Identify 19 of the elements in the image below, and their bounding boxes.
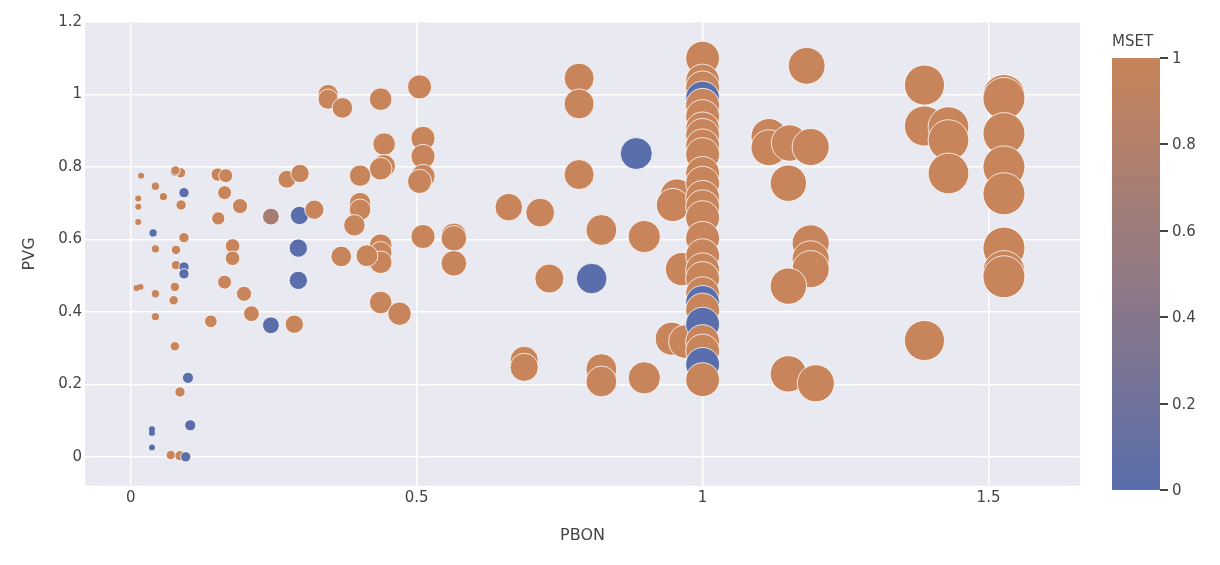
color-bar-label: 0.2 (1172, 394, 1196, 413)
y-tick-label: 0.6 (58, 229, 83, 248)
x-tick-label: 1.5 (976, 487, 1001, 506)
y-tick-label: 1.2 (58, 11, 83, 30)
x-tick-label: 0.5 (404, 487, 429, 506)
y-tick-label: 0 (72, 446, 83, 465)
color-bar-label: 0.6 (1172, 221, 1196, 240)
color-bar-label: 1 (1172, 49, 1182, 67)
y-tick-label: 0.8 (58, 156, 83, 175)
x-tick-label: 0 (126, 487, 136, 506)
y-axis-title: PVG (18, 237, 38, 271)
y-tick-label: 0.4 (58, 301, 83, 320)
x-axis-title: PBON (560, 524, 605, 544)
color-bar-label: 0.8 (1172, 135, 1196, 154)
x-tick-label: 1 (697, 487, 708, 506)
y-tick-label: 1 (72, 84, 83, 103)
color-bar-title: MSET (1112, 32, 1154, 50)
y-tick-label: 0.2 (58, 374, 83, 393)
color-bar-label: 0.4 (1172, 308, 1196, 327)
